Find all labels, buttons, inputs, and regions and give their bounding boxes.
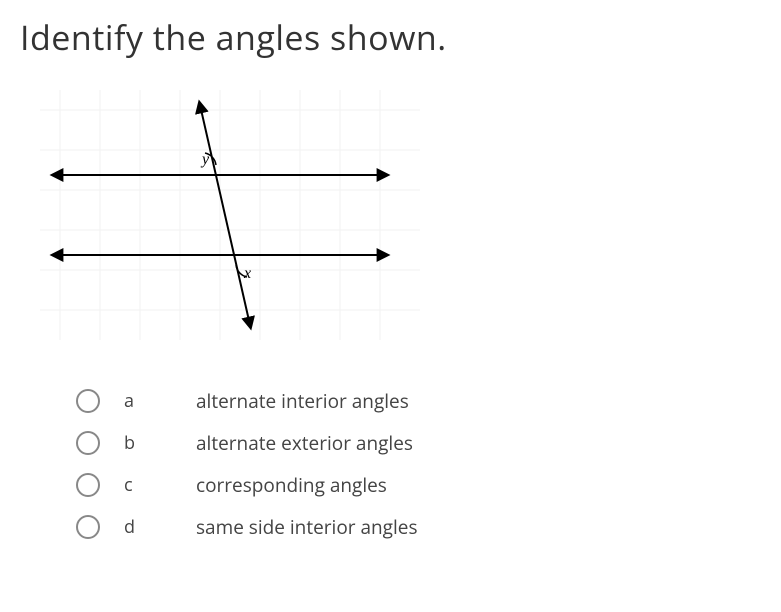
radio-b[interactable] bbox=[76, 431, 100, 455]
option-letter-d: d bbox=[124, 515, 196, 539]
option-letter-a: a bbox=[124, 389, 196, 413]
option-text-a: alternate interior angles bbox=[196, 388, 409, 414]
option-d: d same side interior angles bbox=[76, 514, 761, 540]
option-c: c corresponding angles bbox=[76, 472, 761, 498]
option-text-b: alternate exterior angles bbox=[196, 430, 413, 456]
option-letter-c: c bbox=[124, 473, 196, 497]
angles-diagram: y x bbox=[40, 90, 420, 340]
radio-c[interactable] bbox=[76, 473, 100, 497]
question-title: Identify the angles shown. bbox=[20, 14, 761, 60]
option-a: a alternate interior angles bbox=[76, 388, 761, 414]
option-letter-b: b bbox=[124, 431, 196, 455]
option-b: b alternate exterior angles bbox=[76, 430, 761, 456]
radio-a[interactable] bbox=[76, 389, 100, 413]
options-group: a alternate interior angles b alternate … bbox=[76, 388, 761, 540]
option-text-c: corresponding angles bbox=[196, 472, 387, 498]
label-x: x bbox=[243, 265, 251, 282]
radio-d[interactable] bbox=[76, 515, 100, 539]
option-text-d: same side interior angles bbox=[196, 514, 418, 540]
